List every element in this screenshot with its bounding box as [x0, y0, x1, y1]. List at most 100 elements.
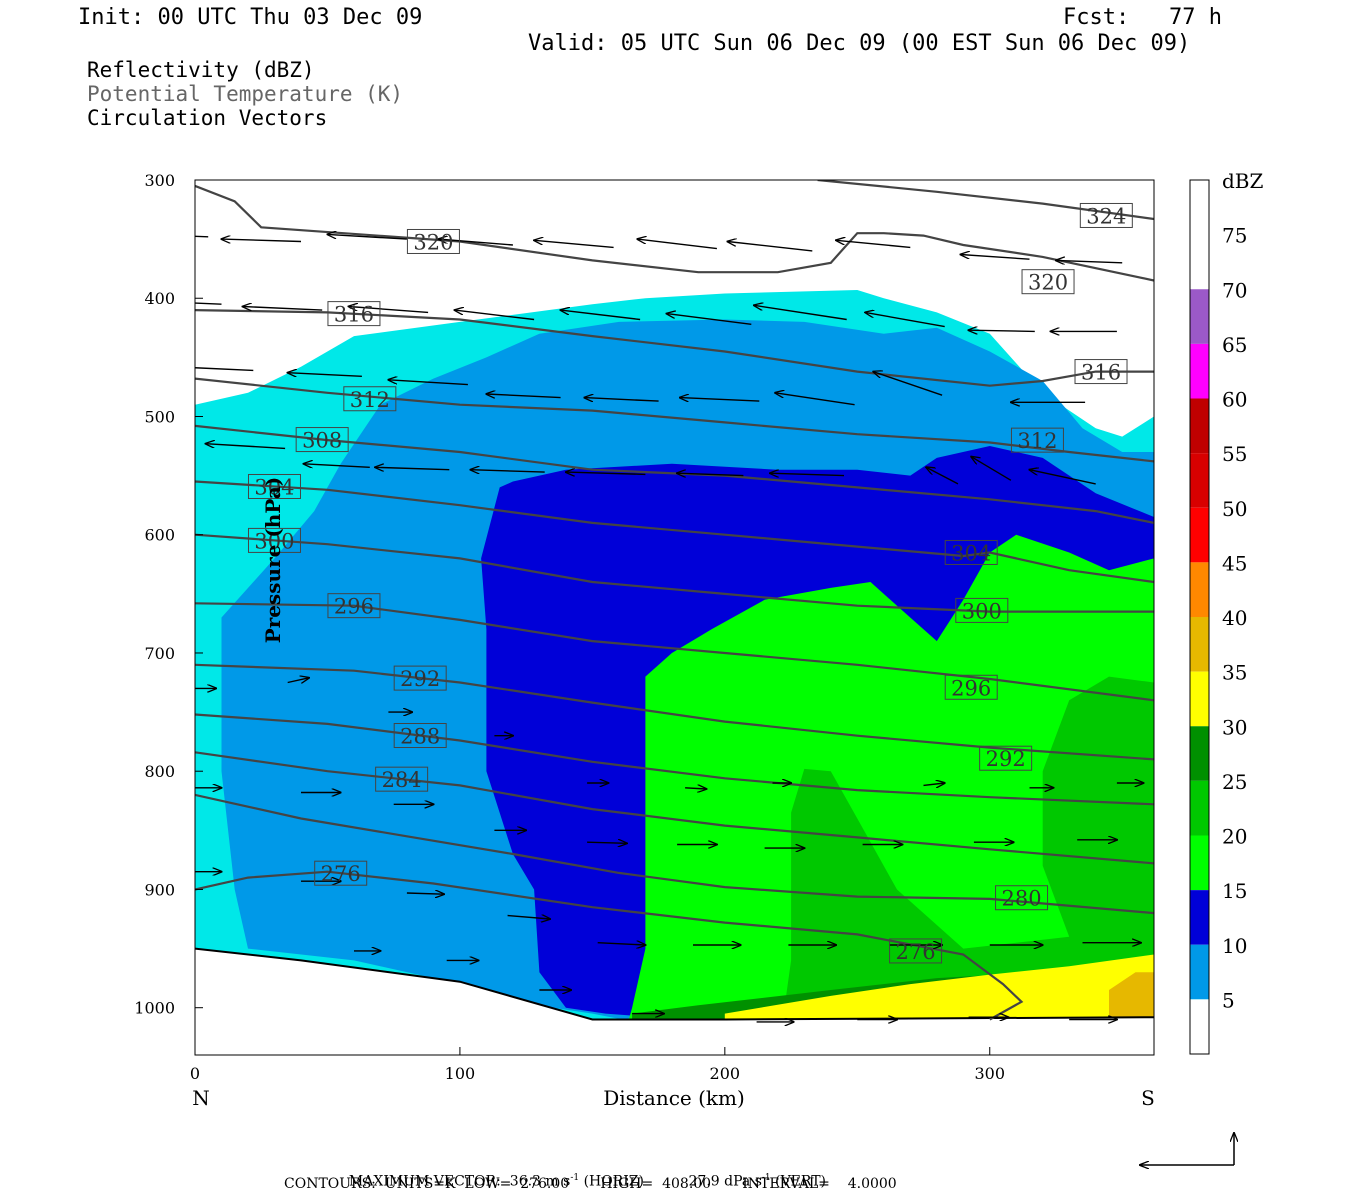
valid-time: Valid: 05 UTC Sun 06 Dec 09 (00 EST Sun …	[528, 31, 1191, 56]
circulation-vector	[471, 470, 545, 472]
circulation-vector	[1030, 470, 1096, 485]
colorbar-frame	[1189, 179, 1210, 1055]
max-vector-line: MAXIMUM VECTOR: 36.3 m s-1 (HORIZ) 27.9 …	[340, 1157, 826, 1190]
circulation-vector	[375, 467, 450, 469]
colorbar-label-45: 45	[1222, 551, 1247, 575]
contour-label-296: 296	[944, 674, 998, 700]
contour-label-320: 320	[406, 228, 460, 254]
circulation-vector	[561, 310, 641, 321]
horiz-value: 36.3 m s	[509, 1173, 571, 1190]
theta-contour-304	[195, 480, 1154, 584]
circulation-vector	[873, 372, 943, 396]
reflectivity-region-25dbz-4	[777, 676, 1154, 1055]
circulation-vector	[836, 240, 911, 249]
circulation-vector	[971, 457, 1012, 481]
circulation-vector	[969, 330, 1035, 331]
circulation-vector	[455, 310, 535, 321]
contour-label-304: 304	[247, 473, 301, 499]
colorbar-segment-65	[1190, 343, 1209, 399]
vert-value: 27.9 dPa s	[688, 1173, 762, 1190]
svg-text:296: 296	[951, 676, 991, 700]
circulation-vector	[206, 444, 286, 450]
svg-text:284: 284	[382, 768, 422, 792]
circulation-vector	[222, 239, 302, 241]
svg-text:316: 316	[334, 303, 374, 327]
colorbar-label-15: 15	[1222, 879, 1247, 903]
colorbar-segment-45	[1190, 562, 1209, 617]
contour-label-316: 316	[1074, 359, 1128, 385]
y-tick-label: 700	[144, 644, 175, 663]
circulation-vector	[667, 314, 752, 325]
svg-text:296: 296	[334, 595, 374, 619]
theta-contour-labels: 324 320 320 316 316 312 312 308 304 304 300 300 296 2…	[247, 202, 1133, 964]
circulation-vector	[507, 916, 550, 920]
ground-line	[195, 947, 1154, 1021]
colorbar-segment-25	[1190, 780, 1209, 836]
y-tick-label: 600	[144, 526, 175, 545]
axes: 300 400 500 600 700 800 900 1000 0 100 200 300	[134, 171, 1005, 1083]
x-tick-label: 200	[710, 1064, 741, 1083]
contour-label-312: 312	[1010, 427, 1064, 453]
circulation-vector	[685, 788, 706, 789]
circulation-vector	[680, 398, 760, 402]
y-tick-label: 800	[144, 762, 175, 781]
svg-text:292: 292	[400, 667, 440, 691]
horiz-exponent: -1	[570, 1173, 580, 1183]
svg-text:304: 304	[951, 541, 991, 565]
contour-label-296: 296	[327, 593, 381, 619]
contour-label-320: 320	[1021, 269, 1075, 295]
colorbar-label-25: 25	[1222, 770, 1247, 794]
circulation-vector	[961, 255, 1030, 260]
circulation-vector	[597, 943, 646, 945]
theta-contour-316	[195, 309, 1154, 387]
colorbar-segment-bottom	[1190, 999, 1209, 1054]
x-end-left-label: N	[192, 1086, 210, 1110]
circulation-vector	[439, 239, 513, 246]
colorbar-label-70: 70	[1222, 278, 1247, 302]
y-tick-label: 500	[144, 407, 175, 426]
horiz-unit: (HORIZ)	[583, 1173, 644, 1190]
circulation-vector	[287, 678, 309, 683]
svg-text:308: 308	[302, 429, 342, 453]
colorbar-label-75: 75	[1222, 224, 1247, 248]
colorbar-segment-40	[1190, 617, 1209, 672]
colorbar-label-10: 10	[1222, 934, 1247, 958]
contour-label-292: 292	[393, 665, 447, 691]
vert-unit: (VERT)	[775, 1173, 826, 1190]
svg-text:276: 276	[896, 940, 936, 964]
y-tick-label: 900	[144, 880, 175, 899]
colorbar-label-30: 30	[1222, 715, 1247, 739]
circulation-vector	[304, 464, 370, 468]
circulation-vector	[637, 239, 717, 250]
circulation-vector	[926, 467, 959, 485]
circulation-vector	[534, 240, 614, 249]
y-tick-label: 1000	[134, 999, 175, 1018]
contour-label-276: 276	[314, 860, 368, 886]
colorbar-label-40: 40	[1222, 606, 1247, 630]
circulation-vector	[923, 783, 945, 785]
field-vectors: Circulation Vectors	[87, 106, 328, 130]
contour-label-300: 300	[955, 597, 1009, 623]
circulation-vector	[587, 842, 627, 843]
circulation-vector	[195, 367, 254, 372]
circulation-vector	[243, 307, 323, 311]
reflectivity-shading	[195, 290, 1154, 1055]
theta-contour-284	[195, 751, 1154, 865]
svg-text:300: 300	[254, 529, 294, 553]
colorbar-segment-50	[1190, 507, 1209, 563]
circulation-vector	[728, 242, 813, 252]
contour-label-292: 292	[979, 745, 1033, 771]
colorbar-segment-20	[1190, 835, 1209, 891]
theta-contour-276	[195, 870, 1024, 1021]
colorbar-label-35: 35	[1222, 661, 1247, 685]
ground-surface	[195, 947, 1154, 1055]
theta-contour-312	[195, 377, 1154, 463]
contour-label-284: 284	[375, 766, 429, 792]
colorbar-segment-60	[1190, 398, 1209, 454]
contour-label-288: 288	[393, 723, 447, 749]
svg-text:280: 280	[1001, 887, 1041, 911]
circulation-vector	[865, 312, 945, 328]
x-tick-label: 100	[445, 1064, 476, 1083]
svg-text:300: 300	[962, 599, 1002, 623]
colorbar-label-55: 55	[1222, 442, 1247, 466]
